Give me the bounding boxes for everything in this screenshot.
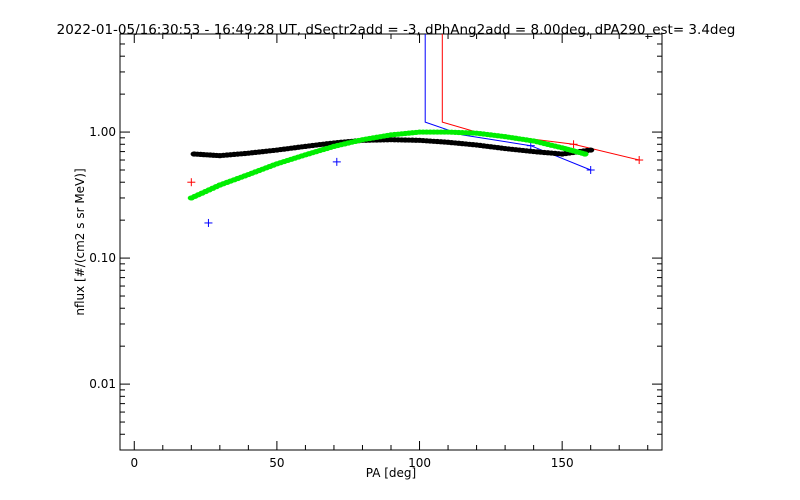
plus-marker <box>635 156 644 165</box>
plus-marker <box>586 165 595 174</box>
y-axis-label: nflux [#/(cm2 s sr MeV)] <box>73 168 87 315</box>
plus-marker <box>187 178 196 187</box>
y-tick-label: 0.01 <box>89 377 116 391</box>
x-axis-label: PA [deg] <box>366 466 416 480</box>
chart-title: 2022-01-05/16:30:53 - 16:49:28 UT, dSect… <box>57 22 736 38</box>
x-tick-label: 100 <box>408 456 431 470</box>
plot-frame <box>119 33 663 451</box>
dotted-curve-5 <box>187 129 589 201</box>
plus-marker <box>332 157 341 166</box>
plus-marker <box>204 218 213 227</box>
curve-dot <box>587 147 595 153</box>
axes: 0 50 100 150 0.01 0.10 1.00 <box>89 33 662 470</box>
x-tick-label: 150 <box>551 456 574 470</box>
y-tick-label: 0.10 <box>89 251 116 265</box>
curve-dot <box>581 151 589 157</box>
y-tick-label: 1.00 <box>89 125 116 139</box>
plus-marker <box>569 140 578 149</box>
x-tick-label: 0 <box>130 456 138 470</box>
series-markers <box>187 129 644 227</box>
x-tick-label: 50 <box>269 456 284 470</box>
plus-marker <box>526 141 535 150</box>
